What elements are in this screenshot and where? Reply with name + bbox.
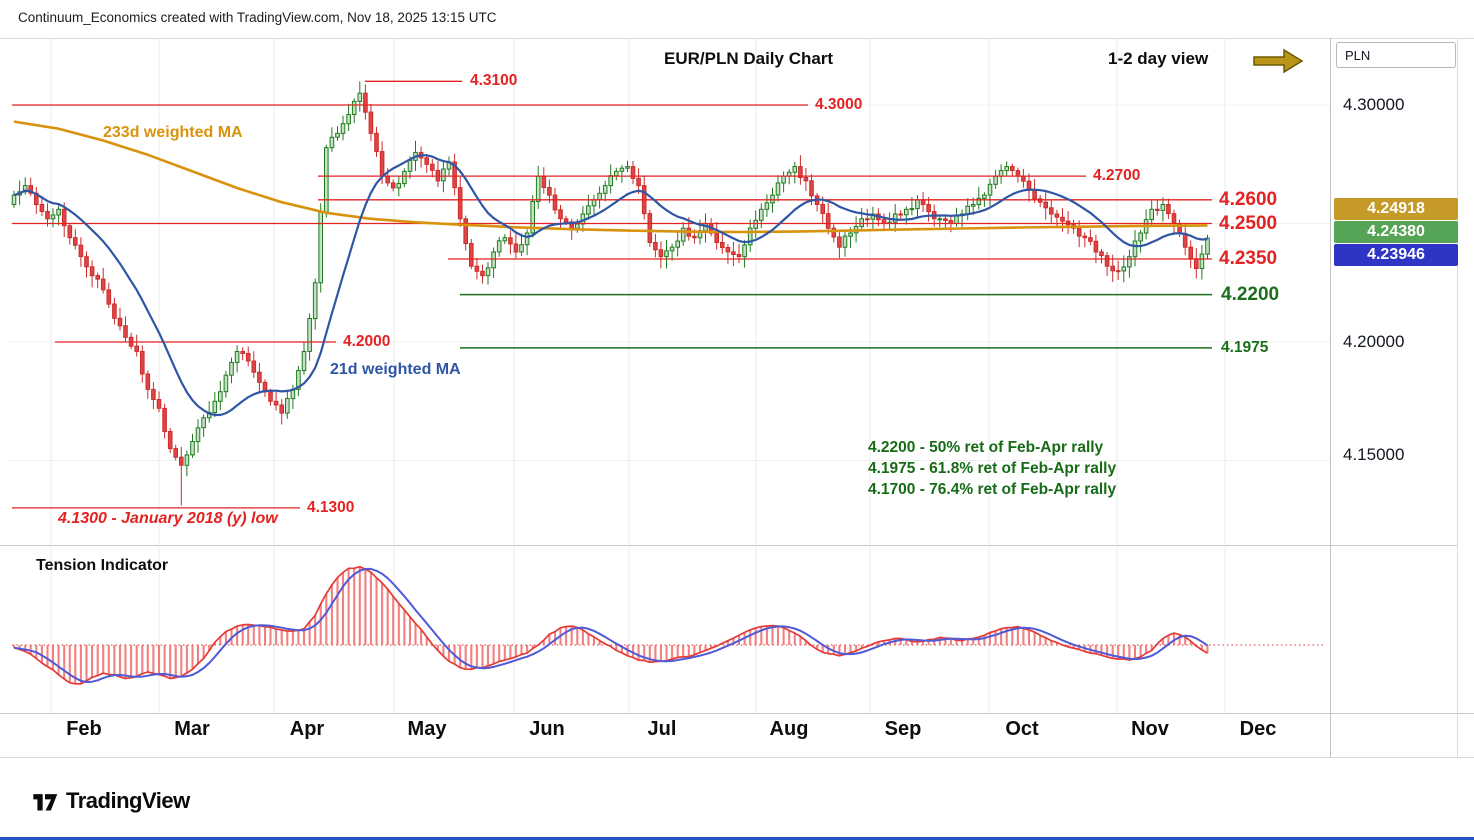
jan-2018-low-annotation: 4.1300 - January 2018 (y) low [58,510,278,527]
tension-line-slow [13,567,1209,683]
last-price-badge: 4.24380 [1334,221,1458,243]
tension-pane-svg[interactable] [0,545,1330,713]
x-axis-month-label: Feb [66,718,102,740]
symbol-currency-label: PLN [1336,42,1456,68]
price-axis-border [1330,38,1331,757]
x-axis-month-label: May [407,718,447,740]
tension-indicator-title: Tension Indicator [36,557,169,574]
tension-histogram [12,566,1209,684]
price-tick: 4.15000 [1343,445,1405,464]
x-axis-month-label: Mar [174,718,210,740]
time-axis-divider [0,713,1474,714]
pane-divider[interactable] [0,545,1457,546]
x-axis-month-label: Jun [529,718,565,740]
grid-layer [10,38,1330,545]
fib-note-618: 4.1975 - 61.8% ret of Feb-Apr rally [868,460,1117,477]
view-note-label: 1-2 day view [1108,49,1209,68]
x-axis-month-label: Aug [769,718,809,740]
chart-bottom-border [0,757,1474,758]
price-pane-svg[interactable] [0,38,1330,545]
time-axis[interactable]: Feb Mar Apr May Jun Jul Aug Sep Oct Nov Dec [0,718,1330,750]
x-axis-month-label: Nov [1131,718,1169,740]
arrow-right-icon[interactable] [1252,44,1304,83]
x-axis-month-label: Dec [1239,718,1277,740]
tradingview-logo-icon[interactable] [30,786,60,819]
x-axis-month-label: Oct [1005,718,1039,740]
tradingview-logo-text[interactable]: TradingView [66,788,190,813]
ma21-annotation: 21d weighted MA [330,361,461,378]
right-edge-border [1457,38,1458,757]
ma21-value-badge: 4.23946 [1334,244,1458,266]
attribution-text: Continuum_Economics created with Trading… [18,10,497,25]
bottom-edge-bar [0,837,1474,840]
price-levels-layer[interactable] [12,80,1212,509]
x-axis-month-label: Sep [884,718,922,740]
chart-title: EUR/PLN Daily Chart [664,49,834,68]
fib-retracement-annotations: 4.2200 - 50% ret of Feb-Apr rally 4.1975… [868,437,1116,500]
x-axis-month-label: Jul [647,718,677,740]
tension-line-fast [13,565,1208,685]
price-tick: 4.20000 [1343,332,1405,351]
fib-note-764: 4.1700 - 76.4% ret of Feb-Apr rally [868,481,1117,498]
fib-note-50: 4.2200 - 50% ret of Feb-Apr rally [868,439,1104,456]
ma233-value-badge: 4.24918 [1334,198,1458,220]
ma-21-line [13,154,1208,417]
x-axis-month-label: Apr [289,718,325,740]
price-tick: 4.30000 [1343,95,1405,114]
grid-layer [50,545,1226,713]
ma233-annotation: 233d weighted MA [103,124,243,141]
header-divider [0,38,1474,39]
